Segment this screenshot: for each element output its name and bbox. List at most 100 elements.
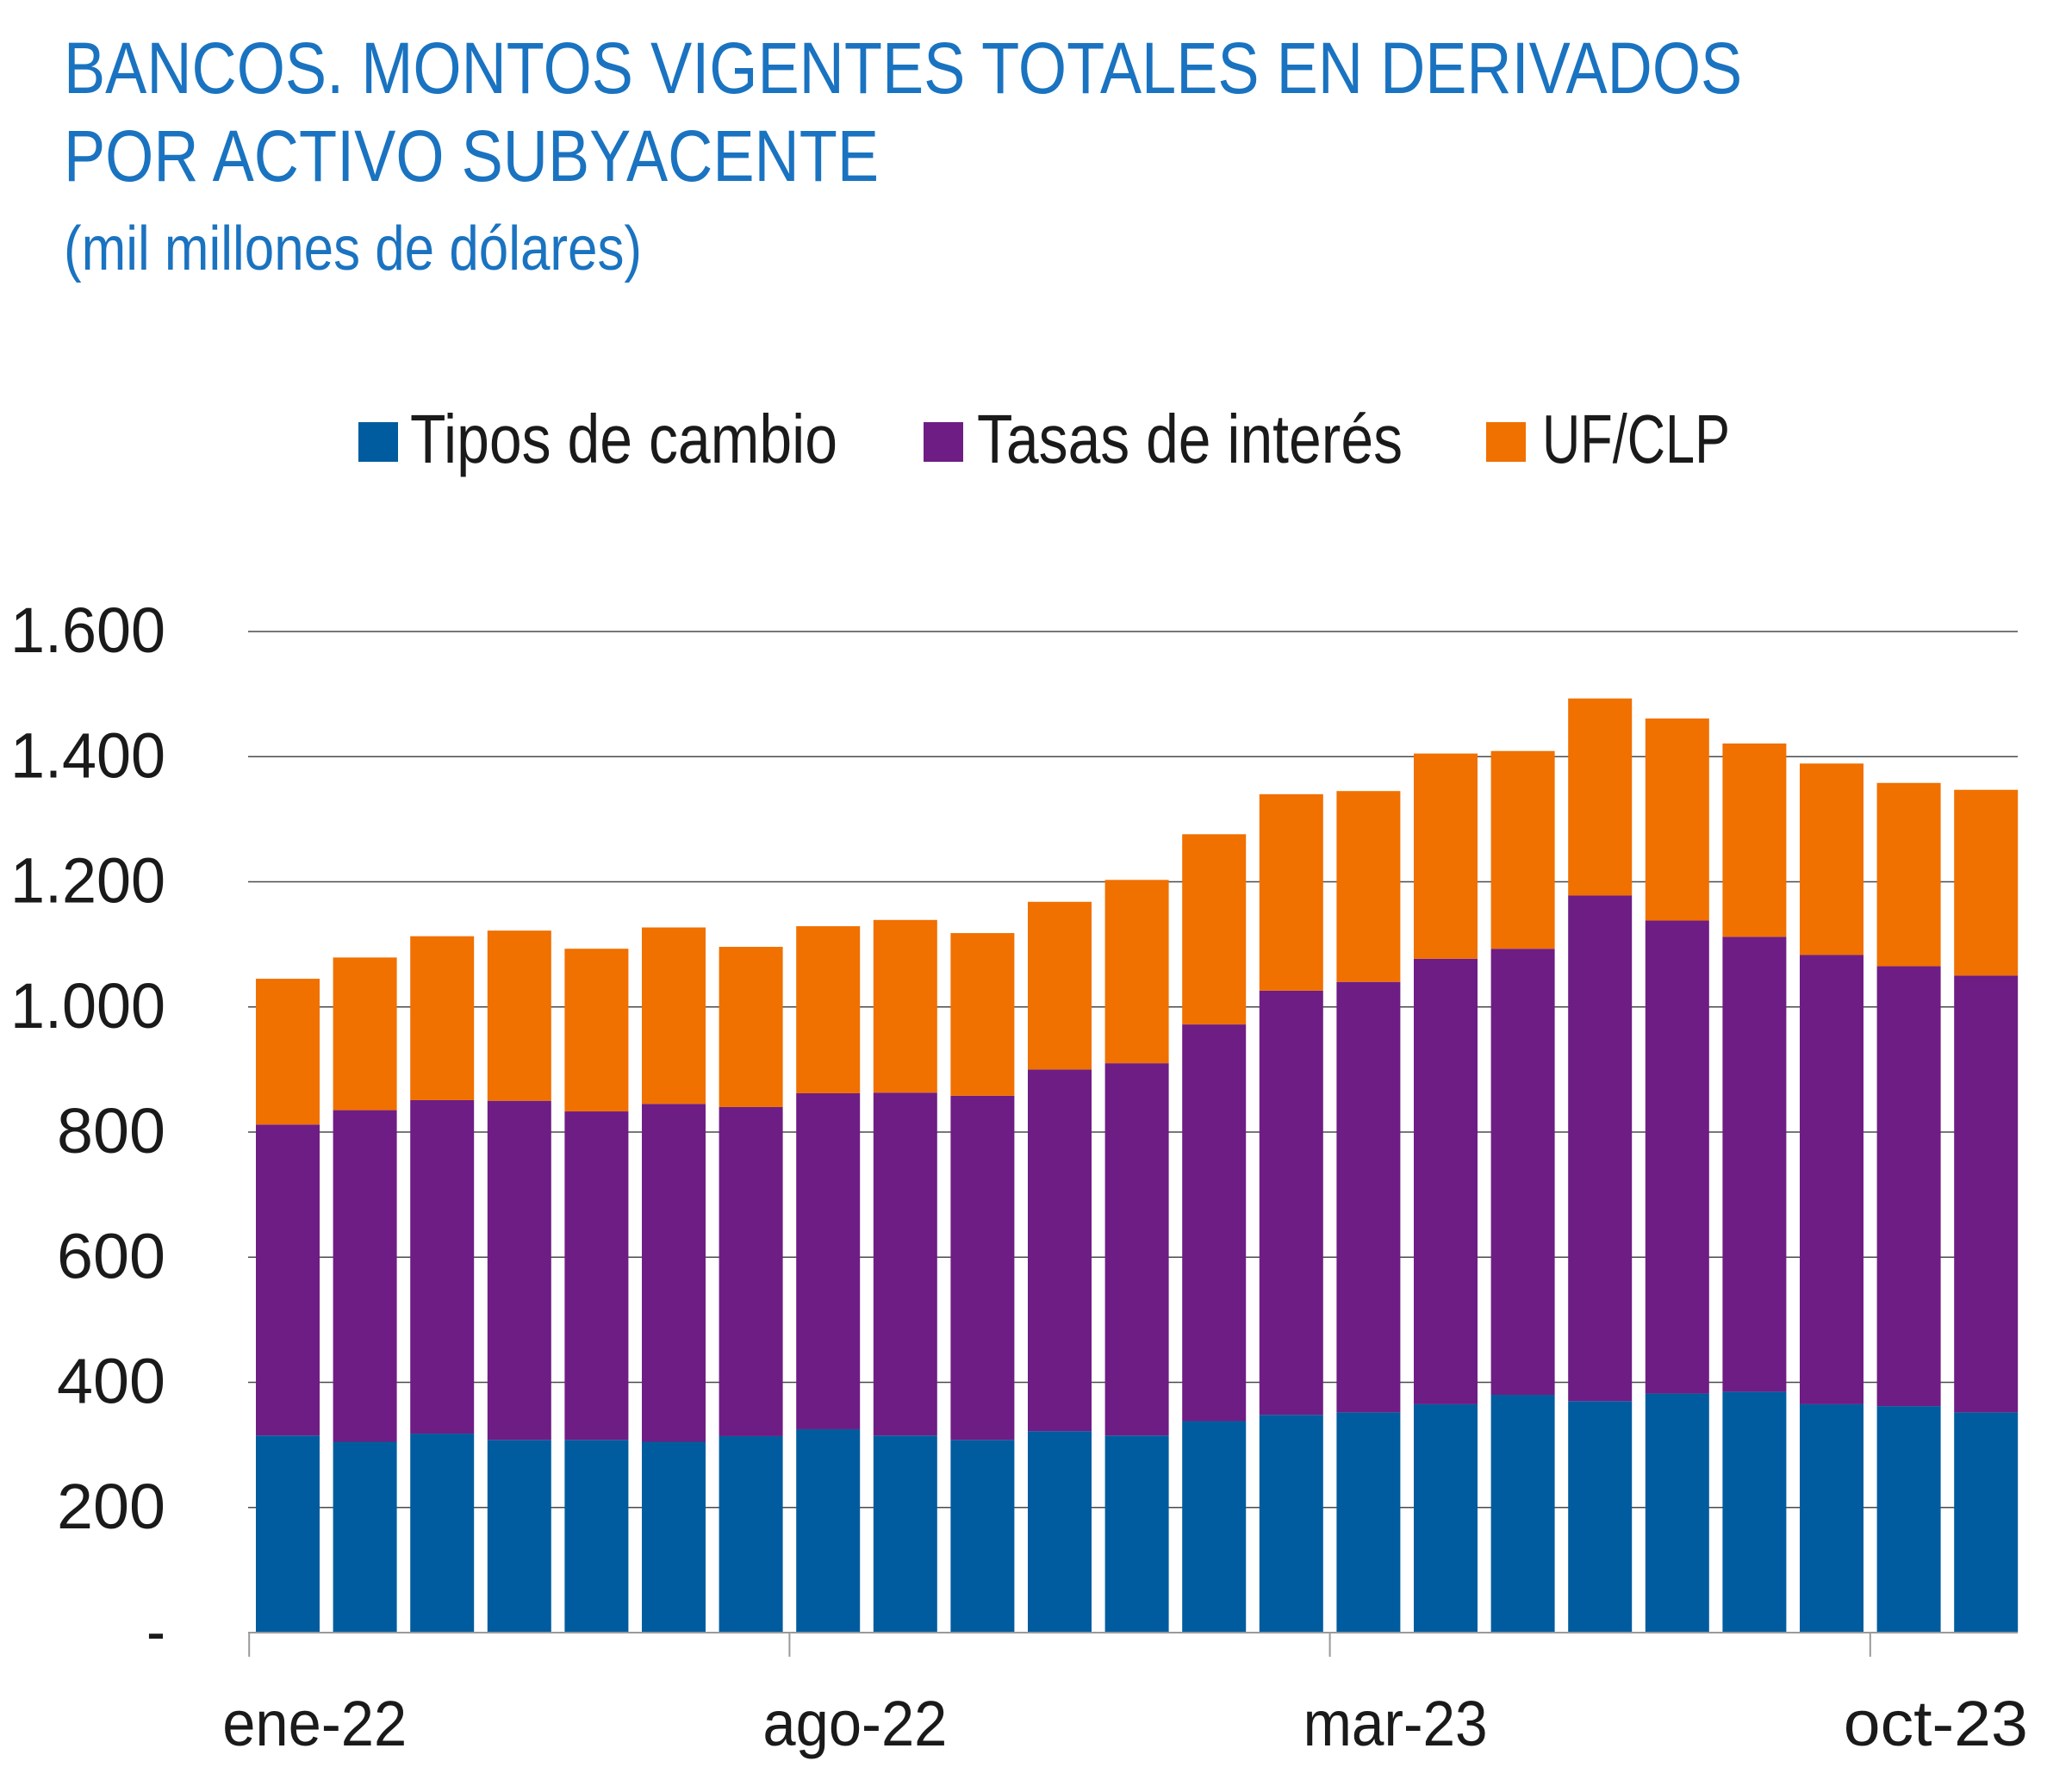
bar-stack-may-22 <box>564 949 629 1633</box>
y-tick-label: 1.400 <box>10 719 165 791</box>
bar-tipos-de-cambio-oct-22 <box>950 1440 1015 1633</box>
bar-tasas-de-interes-abr-23 <box>1414 958 1478 1404</box>
bar-uf-clp-may-22 <box>564 949 629 1112</box>
bar-tipos-de-cambio-jul-22 <box>719 1435 783 1633</box>
y-tick-label: 400 <box>57 1346 165 1417</box>
bar-tasas-de-interes-sep-22 <box>873 1092 937 1436</box>
bar-stack-nov-23 <box>1954 789 2019 1633</box>
legend-item-uf-clp: UF/CLP <box>1486 401 1730 477</box>
legend-label: Tasas de interés <box>977 401 1403 477</box>
bar-stack-abr-23 <box>1414 753 1478 1633</box>
bar-tipos-de-cambio-oct-23 <box>1876 1406 1941 1633</box>
bar-tipos-de-cambio-abr-22 <box>487 1440 551 1633</box>
bar-tipos-de-cambio-sep-23 <box>1800 1403 1863 1633</box>
bar-tasas-de-interes-ago-23 <box>1722 936 1787 1392</box>
x-axis: ene-22 ago-22 mar-23 oct-23 <box>222 1632 2028 1759</box>
bar-tipos-de-cambio-abr-23 <box>1414 1403 1478 1633</box>
bar-stack-ago-22 <box>796 926 861 1633</box>
legend: Tipos de cambio Tasas de interés UF/CLP <box>358 401 1730 477</box>
chart-title-line-1: BANCOS. MONTOS VIGENTES TOTALES EN DERIV… <box>64 28 1743 109</box>
bar-uf-clp-oct-23 <box>1876 782 1941 967</box>
bar-stack-feb-23 <box>1259 793 1323 1633</box>
bar-stack-oct-22 <box>950 933 1015 1633</box>
bar-tipos-de-cambio-feb-22 <box>333 1441 397 1633</box>
bar-uf-clp-sep-22 <box>873 919 937 1093</box>
bar-tasas-de-interes-mar-22 <box>410 1099 475 1434</box>
bar-tipos-de-cambio-jul-23 <box>1645 1393 1709 1633</box>
bar-tasas-de-interes-jul-23 <box>1645 920 1709 1394</box>
y-tick-label: 1.000 <box>10 970 165 1042</box>
bar-stack-jul-22 <box>719 947 783 1633</box>
bar-stack-nov-22 <box>1028 901 1092 1633</box>
bar-tipos-de-cambio-ene-23 <box>1182 1421 1247 1633</box>
bar-tasas-de-interes-oct-22 <box>950 1095 1015 1440</box>
bar-uf-clp-nov-23 <box>1954 789 2019 976</box>
bar-uf-clp-abr-23 <box>1414 753 1478 959</box>
bar-uf-clp-mar-23 <box>1336 791 1401 982</box>
bars <box>256 698 2019 1633</box>
x-tick-label: mar-23 <box>1303 1688 1488 1759</box>
bar-uf-clp-feb-22 <box>333 957 397 1111</box>
legend-label: Tipos de cambio <box>410 401 837 477</box>
bar-uf-clp-jul-23 <box>1645 718 1709 921</box>
bar-stack-may-23 <box>1490 750 1555 1633</box>
legend-item-tasas-de-interes: Tasas de interés <box>924 401 1403 477</box>
y-axis: - 200 400 600 800 1.000 1.200 1.400 1.600 <box>10 594 165 1667</box>
y-tick-label: 1.600 <box>10 594 165 666</box>
bar-tasas-de-interes-may-22 <box>564 1111 629 1440</box>
x-tick-label: ago-22 <box>762 1688 947 1759</box>
bar-tasas-de-interes-ene-23 <box>1182 1024 1247 1422</box>
bar-tasas-de-interes-jul-22 <box>719 1106 783 1436</box>
bar-tipos-de-cambio-sep-22 <box>873 1435 937 1633</box>
bar-tasas-de-interes-mar-23 <box>1336 981 1401 1413</box>
bar-stack-jul-23 <box>1645 718 1709 1633</box>
bar-stack-ago-23 <box>1722 743 1787 1633</box>
bar-tasas-de-interes-abr-22 <box>487 1100 551 1440</box>
legend-label: UF/CLP <box>1542 401 1730 477</box>
bar-uf-clp-ene-23 <box>1182 834 1247 1025</box>
bar-uf-clp-sep-23 <box>1800 763 1863 955</box>
bar-tipos-de-cambio-ago-23 <box>1722 1391 1787 1633</box>
bar-stack-feb-22 <box>333 957 397 1633</box>
legend-item-tipos-de-cambio: Tipos de cambio <box>358 401 837 477</box>
bar-stack-sep-22 <box>873 919 937 1633</box>
bar-stack-jun-23 <box>1568 698 1633 1633</box>
bar-tipos-de-cambio-may-22 <box>564 1440 629 1633</box>
bar-stack-ene-23 <box>1182 834 1247 1633</box>
bar-stack-ene-22 <box>256 979 320 1633</box>
bar-tasas-de-interes-dic-22 <box>1104 1063 1169 1436</box>
bar-stack-oct-23 <box>1876 782 1941 1633</box>
bar-uf-clp-jun-22 <box>642 927 706 1104</box>
bar-tasas-de-interes-sep-23 <box>1800 955 1863 1404</box>
bar-tasas-de-interes-nov-22 <box>1028 1069 1092 1432</box>
y-tick-label: 1.200 <box>10 845 165 917</box>
bar-uf-clp-nov-22 <box>1028 901 1092 1070</box>
bar-stack-jun-22 <box>642 927 706 1633</box>
bar-tipos-de-cambio-may-23 <box>1490 1395 1555 1633</box>
bar-tipos-de-cambio-jun-23 <box>1568 1401 1633 1633</box>
legend-swatch <box>924 422 963 462</box>
chart-title-line-2: POR ACTIVO SUBYACENTE <box>64 115 879 196</box>
bar-uf-clp-abr-22 <box>487 930 551 1101</box>
bar-tipos-de-cambio-nov-23 <box>1954 1412 2019 1633</box>
bar-uf-clp-jun-23 <box>1568 698 1633 896</box>
bar-uf-clp-mar-22 <box>410 936 475 1100</box>
bar-tipos-de-cambio-ene-22 <box>256 1435 320 1633</box>
bar-tasas-de-interes-jun-23 <box>1568 895 1633 1402</box>
y-tick-label: 600 <box>57 1220 165 1291</box>
bar-tipos-de-cambio-feb-23 <box>1259 1415 1323 1633</box>
bar-tipos-de-cambio-jun-22 <box>642 1441 706 1633</box>
bar-uf-clp-ago-23 <box>1722 743 1787 937</box>
bar-stack-dic-22 <box>1104 880 1169 1633</box>
bar-tasas-de-interes-jun-22 <box>642 1104 706 1442</box>
bar-tasas-de-interes-feb-23 <box>1259 990 1323 1416</box>
bar-tasas-de-interes-ene-22 <box>256 1124 320 1436</box>
bar-tasas-de-interes-feb-22 <box>333 1110 397 1442</box>
y-tick-label: 200 <box>57 1471 165 1542</box>
x-tick-label: ene-22 <box>222 1688 407 1759</box>
bar-tipos-de-cambio-nov-22 <box>1028 1431 1092 1633</box>
bar-tasas-de-interes-ago-22 <box>796 1092 861 1429</box>
bar-stack-abr-22 <box>487 930 551 1633</box>
y-tick-label: 800 <box>57 1095 165 1167</box>
